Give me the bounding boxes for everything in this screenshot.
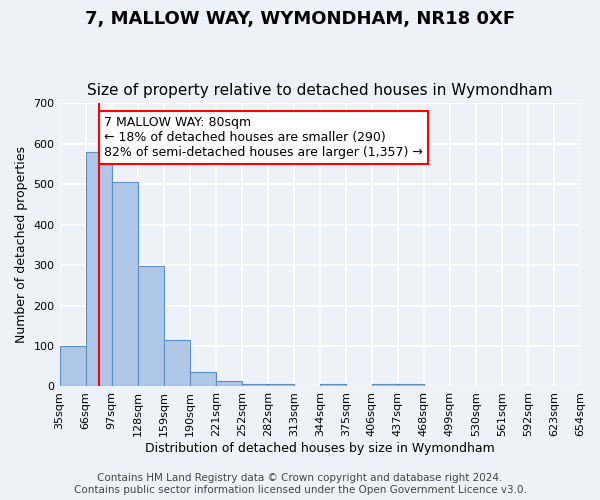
Bar bbox=[112, 182, 137, 386]
Bar bbox=[137, 266, 164, 386]
X-axis label: Distribution of detached houses by size in Wymondham: Distribution of detached houses by size … bbox=[145, 442, 494, 455]
Bar bbox=[372, 384, 398, 386]
Text: Contains HM Land Registry data © Crown copyright and database right 2024.
Contai: Contains HM Land Registry data © Crown c… bbox=[74, 474, 526, 495]
Text: 7 MALLOW WAY: 80sqm
← 18% of detached houses are smaller (290)
82% of semi-detac: 7 MALLOW WAY: 80sqm ← 18% of detached ho… bbox=[104, 116, 422, 159]
Bar bbox=[215, 381, 242, 386]
Title: Size of property relative to detached houses in Wymondham: Size of property relative to detached ho… bbox=[87, 83, 553, 98]
Bar bbox=[190, 372, 215, 386]
Bar bbox=[320, 384, 346, 386]
Text: 7, MALLOW WAY, WYMONDHAM, NR18 0XF: 7, MALLOW WAY, WYMONDHAM, NR18 0XF bbox=[85, 10, 515, 28]
Bar bbox=[86, 152, 112, 386]
Bar bbox=[398, 384, 424, 386]
Y-axis label: Number of detached properties: Number of detached properties bbox=[15, 146, 28, 344]
Bar bbox=[242, 384, 268, 386]
Bar bbox=[268, 384, 294, 386]
Bar bbox=[164, 340, 190, 386]
Bar bbox=[59, 346, 86, 387]
